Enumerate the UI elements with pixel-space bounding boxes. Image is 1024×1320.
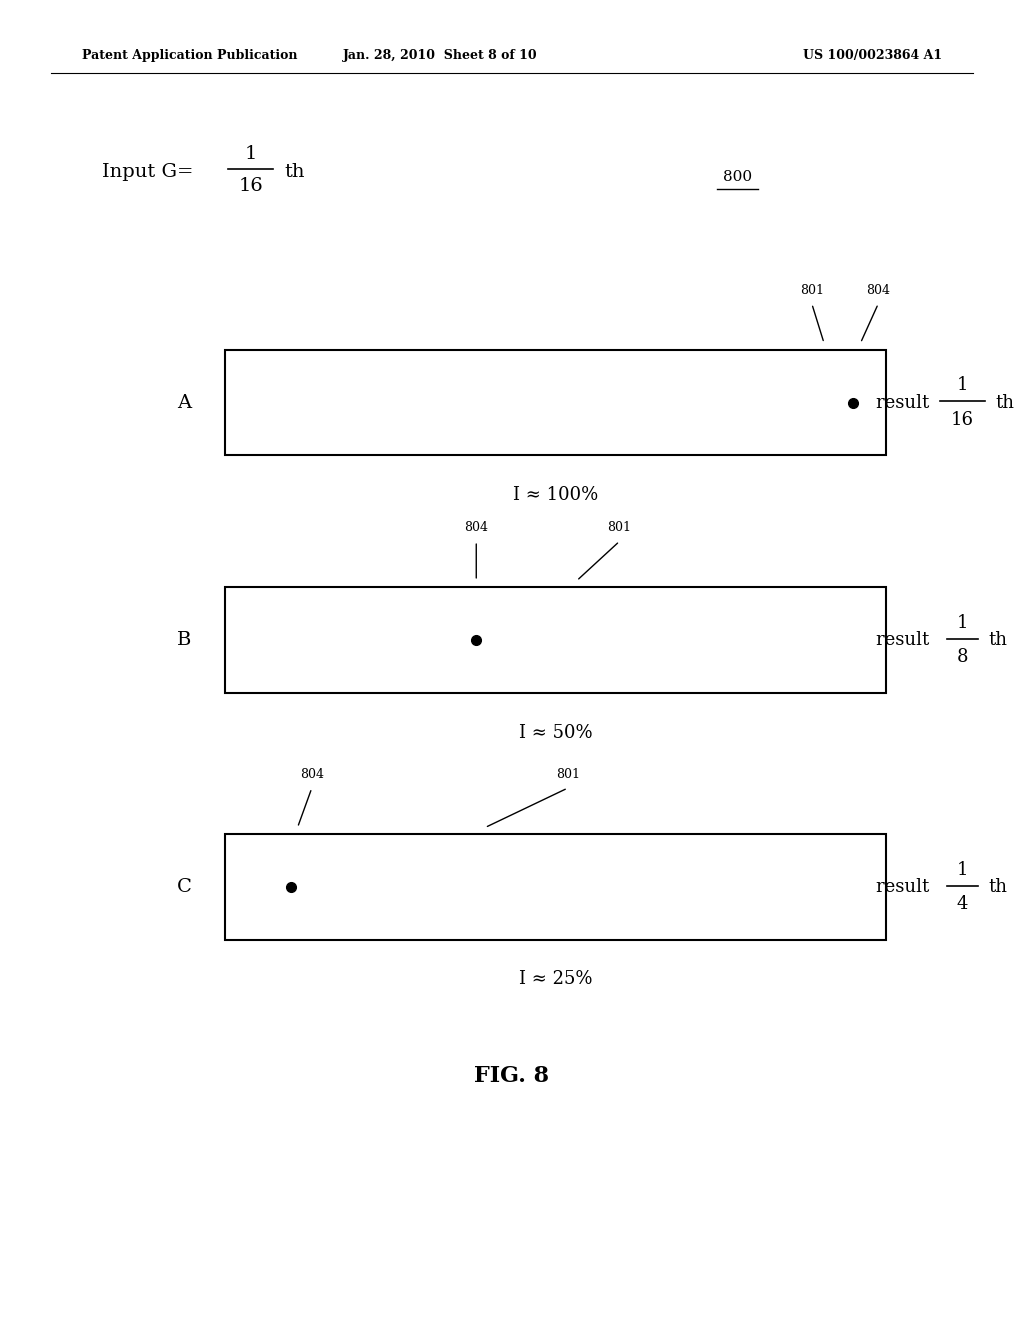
Text: C: C [177, 878, 191, 896]
Text: th: th [988, 878, 1008, 896]
Text: A: A [177, 393, 191, 412]
Text: 16: 16 [239, 177, 263, 195]
Bar [225, 350, 886, 455]
Text: 801: 801 [800, 284, 823, 297]
Text: Patent Application Publication: Patent Application Publication [82, 49, 297, 62]
Text: 804: 804 [464, 521, 488, 535]
Text: 1: 1 [956, 861, 969, 879]
Text: 801: 801 [556, 768, 580, 781]
Text: result: result [876, 878, 935, 896]
Text: 800: 800 [723, 170, 752, 183]
Text: B: B [177, 631, 191, 649]
Text: result: result [876, 631, 935, 649]
Text: th: th [995, 393, 1015, 412]
Text: I ≈ 100%: I ≈ 100% [513, 486, 598, 504]
Text: 804: 804 [866, 284, 890, 297]
Text: result: result [876, 393, 935, 412]
Text: 1: 1 [956, 376, 969, 395]
Bar [225, 834, 886, 940]
Text: US 100/0023864 A1: US 100/0023864 A1 [803, 49, 942, 62]
Bar [225, 587, 886, 693]
Text: th: th [988, 631, 1008, 649]
Text: th: th [285, 162, 305, 181]
Text: 4: 4 [956, 895, 969, 913]
Text: 801: 801 [607, 521, 632, 535]
Text: Input G=: Input G= [102, 162, 200, 181]
Text: 16: 16 [951, 411, 974, 429]
Text: 1: 1 [245, 145, 257, 164]
Text: I ≈ 25%: I ≈ 25% [519, 970, 592, 989]
Text: I ≈ 50%: I ≈ 50% [519, 723, 592, 742]
Text: FIG. 8: FIG. 8 [474, 1065, 550, 1086]
Text: 1: 1 [956, 614, 969, 632]
Text: Jan. 28, 2010  Sheet 8 of 10: Jan. 28, 2010 Sheet 8 of 10 [343, 49, 538, 62]
Text: 8: 8 [956, 648, 969, 667]
Text: 804: 804 [300, 768, 324, 781]
